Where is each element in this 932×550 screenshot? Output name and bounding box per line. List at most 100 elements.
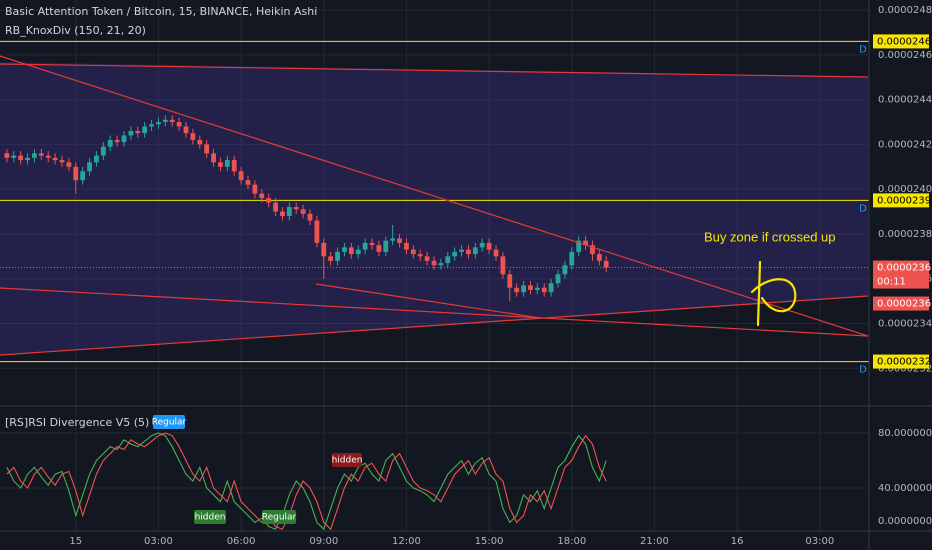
- candle-body: [80, 171, 86, 181]
- shaded-zone: [0, 62, 868, 355]
- candle-body: [590, 245, 595, 255]
- x-tick-label: 03:00: [144, 536, 173, 547]
- divergence-label: hidden: [332, 456, 363, 466]
- x-tick-label: 21:00: [640, 536, 669, 547]
- axes: 15 03:00 06:00 09:00 12:00 15:00 18:00 21:00 16 0…: [69, 5, 932, 547]
- candle-body: [135, 130, 141, 134]
- label-box: [194, 510, 226, 524]
- candle-body: [94, 155, 99, 163]
- y-tick-label: 0.00000000: [878, 516, 932, 527]
- candle-body: [541, 287, 547, 293]
- candle-body: [390, 238, 396, 241]
- candle-body: [142, 126, 148, 134]
- candle-body: [59, 160, 65, 163]
- label-box: [153, 415, 185, 429]
- annotation: Buy zone if crossed up: [704, 229, 836, 244]
- candle-body: [583, 240, 588, 246]
- candle-body: [424, 256, 430, 261]
- candle-body: [273, 202, 278, 212]
- candle-body: [190, 133, 196, 140]
- candle-body: [376, 245, 382, 252]
- divergence-label: Regular: [262, 513, 297, 523]
- level-label-box: [873, 354, 929, 369]
- x-tick-label: 09:00: [309, 536, 338, 547]
- x-tick-label: 12:00: [392, 536, 421, 547]
- x-tick-label: 16: [731, 536, 744, 547]
- x-tick-label: 06:00: [227, 536, 256, 547]
- candle-body: [128, 130, 134, 136]
- price-label: 0.00002363: [877, 299, 932, 310]
- candle-body: [218, 162, 223, 167]
- x-tick-label: 15: [69, 536, 82, 547]
- candle-body: [245, 180, 251, 185]
- price-label-box: [873, 296, 929, 311]
- candle-body: [259, 193, 265, 199]
- candle-body: [507, 274, 513, 288]
- candle-body: [397, 238, 402, 243]
- trendline: [315, 283, 541, 319]
- candle-body: [87, 162, 92, 172]
- candles: [0, 115, 868, 302]
- candle-body: [569, 251, 575, 266]
- candle-body: [66, 162, 72, 167]
- candle-body: [25, 157, 30, 161]
- indicator-title: RB_KnoxDiv (150, 21, 20): [5, 24, 146, 37]
- candle-body: [18, 155, 24, 161]
- candle-body: [521, 285, 526, 293]
- rsi-line: [6, 432, 607, 531]
- candle-body: [603, 260, 609, 268]
- candle-body: [197, 139, 203, 145]
- label-box: [332, 453, 362, 467]
- candle-body: [362, 242, 368, 250]
- candle-body: [466, 249, 471, 255]
- divergence-label: Regular: [152, 418, 187, 428]
- candle-body: [224, 160, 230, 167]
- candle-body: [335, 251, 340, 261]
- candle-body: [355, 249, 361, 255]
- y-tick-label: 80.00000000: [878, 428, 932, 439]
- x-tick-label: 03:00: [805, 536, 834, 547]
- candle-body: [286, 207, 292, 217]
- trendline: [0, 55, 868, 337]
- candle-body: [238, 171, 244, 181]
- hand-drawing: [750, 260, 797, 327]
- price-label-box: [873, 260, 929, 289]
- candle-body: [528, 285, 533, 290]
- candle-body: [300, 209, 306, 214]
- candle-body: [328, 256, 334, 261]
- countdown: 00:11: [877, 277, 906, 288]
- candle-body: [280, 211, 285, 217]
- level-tag: D: [859, 44, 867, 55]
- trendlines: [0, 55, 868, 356]
- candle-body: [114, 139, 120, 143]
- candle-body: [183, 126, 189, 134]
- candle-body: [369, 242, 375, 246]
- candle-body: [431, 260, 437, 266]
- candle-body: [548, 283, 554, 293]
- candle-body: [321, 242, 327, 257]
- candle-body: [576, 240, 582, 252]
- candle-body: [314, 220, 320, 243]
- label-box: [262, 510, 296, 524]
- candle-body: [342, 247, 347, 252]
- candle-body: [107, 139, 113, 147]
- level-label: 0.00002323: [877, 357, 932, 368]
- candle-body: [500, 256, 506, 275]
- rsi-pane: [6, 432, 607, 531]
- candle-body: [52, 157, 58, 161]
- candle-body: [211, 153, 216, 163]
- candle-body: [417, 254, 423, 257]
- level-tag: D: [859, 203, 867, 214]
- candle-body: [38, 153, 44, 156]
- candle-body: [438, 263, 444, 266]
- candle-body: [514, 287, 520, 293]
- price-label: 0.00002365: [877, 263, 932, 274]
- candle-body: [149, 124, 154, 127]
- candle-body: [307, 213, 313, 221]
- candle-body: [121, 135, 127, 143]
- candle-body: [45, 155, 51, 158]
